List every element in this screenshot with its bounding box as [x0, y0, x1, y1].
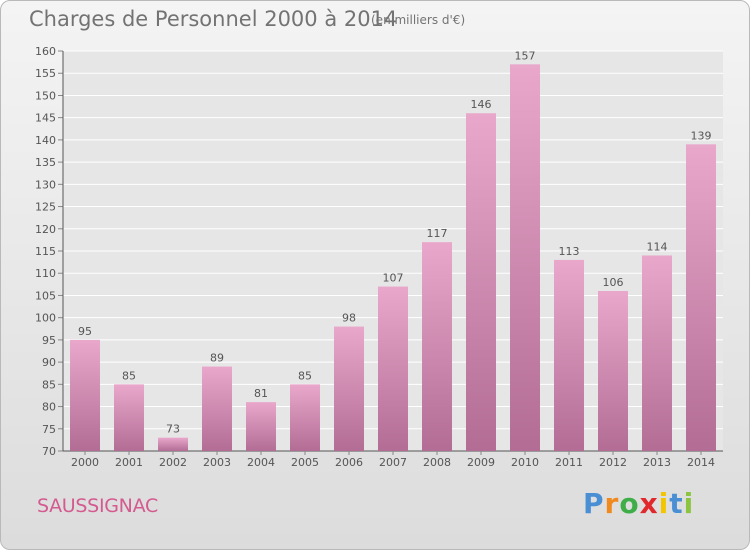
- bar: [598, 291, 628, 451]
- y-tick-label: 160: [35, 45, 56, 58]
- y-tick-label: 95: [42, 334, 56, 347]
- bar: [114, 384, 144, 451]
- bar: [422, 242, 452, 451]
- commune-name: SAUSSIGNAC: [37, 495, 158, 517]
- logo-letter: i: [683, 487, 695, 520]
- y-tick-label: 140: [35, 134, 56, 147]
- bar: [510, 64, 540, 452]
- chart-title: Charges de Personnel 2000 à 2014: [29, 7, 398, 31]
- data-label: 114: [647, 240, 668, 253]
- y-tick-label: 90: [42, 356, 56, 369]
- data-label: 106: [603, 276, 624, 289]
- logo-letter: t: [669, 487, 684, 520]
- x-tick-label: 2008: [423, 456, 451, 469]
- bar: [70, 339, 100, 451]
- y-tick-label: 150: [35, 89, 56, 102]
- y-tick-label: 125: [35, 201, 56, 214]
- bar: [642, 255, 672, 451]
- x-tick-label: 2007: [379, 456, 407, 469]
- data-label: 95: [78, 325, 92, 338]
- data-label: 157: [515, 49, 536, 62]
- data-label: 85: [122, 369, 136, 382]
- x-tick-label: 2012: [599, 456, 627, 469]
- y-tick-label: 105: [35, 289, 56, 302]
- data-label: 146: [471, 98, 492, 111]
- y-tick-label: 145: [35, 112, 56, 125]
- y-tick-label: 120: [35, 223, 56, 236]
- data-label: 117: [427, 227, 448, 240]
- data-label: 98: [342, 312, 356, 325]
- data-label: 113: [559, 245, 580, 258]
- x-tick-label: 2013: [643, 456, 671, 469]
- logo-letter: i: [658, 487, 670, 520]
- data-label: 73: [166, 423, 180, 436]
- bar: [466, 113, 496, 451]
- logo-letter: o: [619, 487, 640, 520]
- data-label: 139: [691, 129, 712, 142]
- bar: [554, 259, 584, 451]
- data-label: 107: [383, 272, 404, 285]
- data-label: 81: [254, 387, 268, 400]
- proxiti-logo: Proxiti: [583, 487, 694, 520]
- y-tick-label: 115: [35, 245, 56, 258]
- x-tick-label: 2006: [335, 456, 363, 469]
- x-tick-label: 2014: [687, 456, 715, 469]
- y-tick-label: 135: [35, 156, 56, 169]
- logo-letter: P: [583, 487, 605, 520]
- x-tick-label: 2000: [71, 456, 99, 469]
- bar: [378, 286, 408, 451]
- bar: [158, 437, 188, 451]
- y-tick-label: 100: [35, 312, 56, 325]
- y-tick-label: 70: [42, 445, 56, 458]
- bar: [202, 366, 232, 451]
- y-tick-label: 85: [42, 378, 56, 391]
- bar: [246, 402, 276, 451]
- data-label: 85: [298, 369, 312, 382]
- y-tick-label: 75: [42, 423, 56, 436]
- bar: [290, 384, 320, 451]
- y-tick-label: 110: [35, 267, 56, 280]
- x-tick-label: 2011: [555, 456, 583, 469]
- y-tick-label: 80: [42, 401, 56, 414]
- x-tick-label: 2009: [467, 456, 495, 469]
- logo-letter: x: [639, 487, 659, 520]
- chart-subtitle: (en milliers d'€): [371, 13, 466, 27]
- x-tick-label: 2005: [291, 456, 319, 469]
- logo-letter: r: [604, 487, 620, 520]
- x-tick-label: 2001: [115, 456, 143, 469]
- x-tick-label: 2004: [247, 456, 275, 469]
- bar: [334, 326, 364, 451]
- bar: [686, 144, 716, 452]
- x-tick-label: 2002: [159, 456, 187, 469]
- x-tick-label: 2010: [511, 456, 539, 469]
- data-label: 89: [210, 352, 224, 365]
- y-tick-label: 130: [35, 178, 56, 191]
- y-tick-label: 155: [35, 67, 56, 80]
- x-tick-label: 2003: [203, 456, 231, 469]
